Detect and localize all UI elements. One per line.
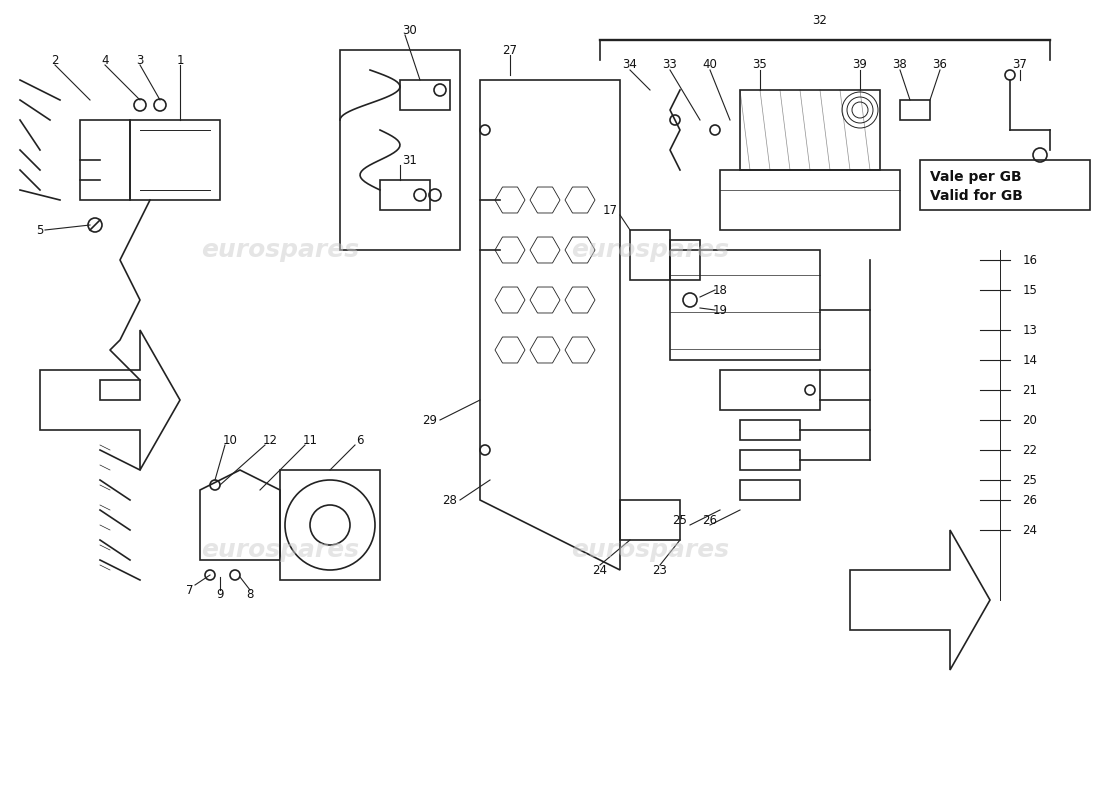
Text: eurospares: eurospares (571, 538, 729, 562)
Text: 26: 26 (1023, 494, 1037, 506)
Text: 34: 34 (623, 58, 637, 71)
Text: 9: 9 (217, 589, 223, 602)
Text: 2: 2 (52, 54, 58, 66)
Text: 23: 23 (652, 563, 668, 577)
Text: 16: 16 (1023, 254, 1037, 266)
Text: 22: 22 (1023, 443, 1037, 457)
Text: 4: 4 (101, 54, 109, 66)
Text: 29: 29 (422, 414, 438, 426)
Text: 13: 13 (1023, 323, 1037, 337)
Text: 38: 38 (892, 58, 907, 71)
Text: eurospares: eurospares (201, 238, 359, 262)
Text: 14: 14 (1023, 354, 1037, 366)
Text: 31: 31 (403, 154, 417, 166)
Text: 18: 18 (713, 283, 727, 297)
Text: 10: 10 (222, 434, 238, 446)
Text: 32: 32 (813, 14, 827, 26)
Text: 30: 30 (403, 23, 417, 37)
Text: 24: 24 (1023, 523, 1037, 537)
Text: 36: 36 (933, 58, 947, 71)
Text: 27: 27 (503, 43, 517, 57)
Text: 26: 26 (703, 514, 717, 526)
Text: 5: 5 (36, 223, 44, 237)
Text: 11: 11 (302, 434, 318, 446)
Text: 39: 39 (852, 58, 868, 71)
Text: 3: 3 (136, 54, 144, 66)
Text: Vale per GB
Valid for GB: Vale per GB Valid for GB (930, 170, 1023, 203)
Text: 25: 25 (672, 514, 688, 526)
Text: 1: 1 (176, 54, 184, 66)
Text: 21: 21 (1023, 383, 1037, 397)
Text: 37: 37 (1013, 58, 1027, 71)
Text: eurospares: eurospares (201, 538, 359, 562)
Text: 20: 20 (1023, 414, 1037, 426)
Text: eurospares: eurospares (571, 238, 729, 262)
Text: 6: 6 (356, 434, 364, 446)
Text: 28: 28 (442, 494, 458, 506)
Text: 35: 35 (752, 58, 768, 71)
Text: 33: 33 (662, 58, 678, 71)
Text: 15: 15 (1023, 283, 1037, 297)
Text: 17: 17 (603, 203, 617, 217)
Text: 24: 24 (593, 563, 607, 577)
Text: 7: 7 (186, 583, 194, 597)
Text: 8: 8 (246, 589, 254, 602)
Text: 40: 40 (703, 58, 717, 71)
Text: 12: 12 (263, 434, 277, 446)
Text: 25: 25 (1023, 474, 1037, 486)
Text: 19: 19 (713, 303, 727, 317)
